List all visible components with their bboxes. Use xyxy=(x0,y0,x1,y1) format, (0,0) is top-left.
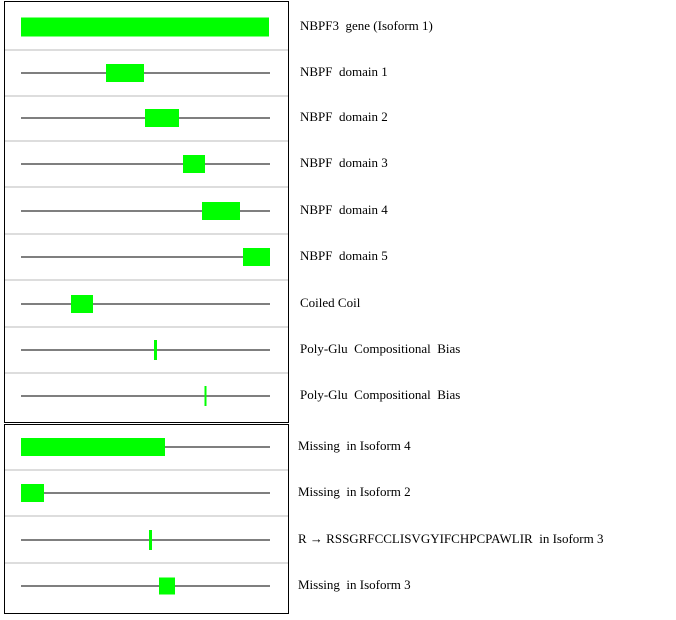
feature-box xyxy=(149,530,152,550)
feature-box xyxy=(21,484,44,502)
feature-label: NBPF3 gene (Isoform 1) xyxy=(300,18,433,33)
feature-label: NBPF domain 4 xyxy=(300,202,388,217)
feature-label: NBPF domain 1 xyxy=(300,64,388,79)
feature-box xyxy=(145,109,179,127)
feature-box xyxy=(71,295,93,313)
feature-box xyxy=(202,202,240,220)
panel-frame xyxy=(4,1,289,423)
feature-label: Missing in Isoform 4 xyxy=(298,438,411,453)
feature-label: R → RSSGRFCCLISVGYIFCHPCPAWLIR in Isofor… xyxy=(298,531,603,546)
feature-label: NBPF domain 3 xyxy=(300,155,388,170)
feature-label: NBPF domain 5 xyxy=(300,248,388,263)
feature-label: Poly-Glu Compositional Bias xyxy=(300,387,460,402)
feature-box xyxy=(243,248,270,266)
feature-label: Poly-Glu Compositional Bias xyxy=(300,341,460,356)
feature-box xyxy=(21,17,269,37)
feature-label: Missing in Isoform 3 xyxy=(298,577,411,592)
feature-label: NBPF domain 2 xyxy=(300,109,388,124)
feature-box xyxy=(106,64,144,82)
feature-label: Missing in Isoform 2 xyxy=(298,484,411,499)
feature-box xyxy=(154,340,157,360)
panel-frame xyxy=(4,424,289,614)
feature-label: Coiled Coil xyxy=(300,295,361,310)
feature-box xyxy=(204,386,207,406)
feature-box xyxy=(183,155,205,173)
feature-box xyxy=(21,438,165,456)
feature-box xyxy=(159,577,175,595)
